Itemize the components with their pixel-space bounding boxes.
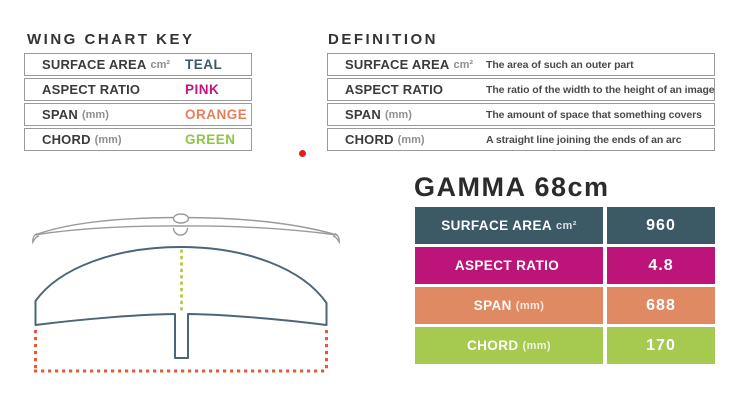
spec-label: SURFACE AREA (441, 218, 553, 233)
definition-row-surface-area: SURFACE AREA cm² The area of such an out… (327, 53, 715, 76)
spec-label-cell: SURFACE AREA cm² (415, 207, 603, 244)
key-table-title: WING CHART KEY (27, 31, 195, 48)
spec-unit: (mm) (515, 299, 545, 312)
key-row-unit: cm² (150, 58, 171, 71)
key-color-name: GREEN (185, 132, 236, 147)
key-row-span: SPAN (mm) ORANGE (24, 103, 252, 126)
definition-row-label: SURFACE AREA (345, 57, 450, 72)
front-view-fuselage-notch (172, 227, 189, 236)
key-row-unit: (mm) (94, 133, 122, 146)
spec-label-cell: ASPECT RATIO (415, 247, 603, 284)
span-dashed-lines (34, 330, 328, 373)
spec-table: SURFACE AREA cm² 960 ASPECT RATIO 4.8 SP… (415, 207, 715, 367)
spec-value-cell: 960 (607, 207, 715, 244)
front-view-mast-bump (172, 213, 190, 224)
key-row-unit: (mm) (81, 108, 109, 121)
wing-diagram (32, 213, 340, 373)
definition-row-label: CHORD (345, 132, 394, 147)
spec-label-cell: SPAN (mm) (415, 287, 603, 324)
definition-row-unit: cm² (453, 58, 474, 71)
definition-row-chord: CHORD (mm) A straight line joining the e… (327, 128, 715, 151)
definition-row-unit: (mm) (397, 133, 425, 146)
spec-label: SPAN (473, 298, 512, 313)
definition-table-title: DEFINITION (328, 31, 438, 48)
spec-label-cell: CHORD (mm) (415, 327, 603, 364)
definition-row-span: SPAN (mm) The amount of space that somet… (327, 103, 715, 126)
spec-row-surface-area: SURFACE AREA cm² 960 (415, 207, 715, 244)
key-color-name: ORANGE (185, 107, 248, 122)
key-color-name: TEAL (185, 57, 223, 72)
spec-unit: cm² (556, 219, 577, 232)
key-table: SURFACE AREA cm² TEAL ASPECT RATIO PINK … (24, 53, 252, 153)
spec-unit: (mm) (522, 339, 551, 352)
key-row-chord: CHORD (mm) GREEN (24, 128, 252, 151)
front-view-left-tip (32, 232, 40, 245)
definition-row-label: ASPECT RATIO (345, 82, 444, 97)
definition-text: The ratio of the width to the height of … (486, 83, 715, 96)
wing-front-view (32, 213, 340, 245)
key-row-aspect-ratio: ASPECT RATIO PINK (24, 78, 252, 101)
front-view-bottom-edge (34, 225, 338, 236)
key-row-label: CHORD (42, 132, 91, 147)
key-row-label: SPAN (42, 107, 78, 122)
spec-row-aspect-ratio: ASPECT RATIO 4.8 (415, 247, 715, 284)
spec-table-title: GAMMA 68cm (414, 172, 610, 202)
spec-label: CHORD (467, 338, 519, 353)
definition-text: The area of such an outer part (486, 58, 634, 71)
definition-table: SURFACE AREA cm² The area of such an out… (327, 53, 715, 153)
definition-row-unit: (mm) (384, 108, 412, 121)
spec-value-cell: 688 (607, 287, 715, 324)
definition-text: A straight line joining the ends of an a… (486, 133, 682, 146)
front-view-right-tip (332, 232, 340, 245)
spec-label: ASPECT RATIO (454, 258, 560, 273)
red-dot-marker (299, 150, 306, 157)
spec-value-cell: 170 (607, 327, 715, 364)
definition-row-aspect-ratio: ASPECT RATIO The ratio of the width to t… (327, 78, 715, 101)
spec-row-span: SPAN (mm) 688 (415, 287, 715, 324)
key-row-surface-area: SURFACE AREA cm² TEAL (24, 53, 252, 76)
spec-value-cell: 4.8 (607, 247, 715, 284)
spec-row-chord: CHORD (mm) 170 (415, 327, 715, 364)
definition-row-label: SPAN (345, 107, 381, 122)
key-color-name: PINK (185, 82, 220, 97)
definition-text: The amount of space that something cover… (486, 108, 702, 121)
key-row-label: SURFACE AREA (42, 57, 147, 72)
key-row-label: ASPECT RATIO (42, 82, 141, 97)
